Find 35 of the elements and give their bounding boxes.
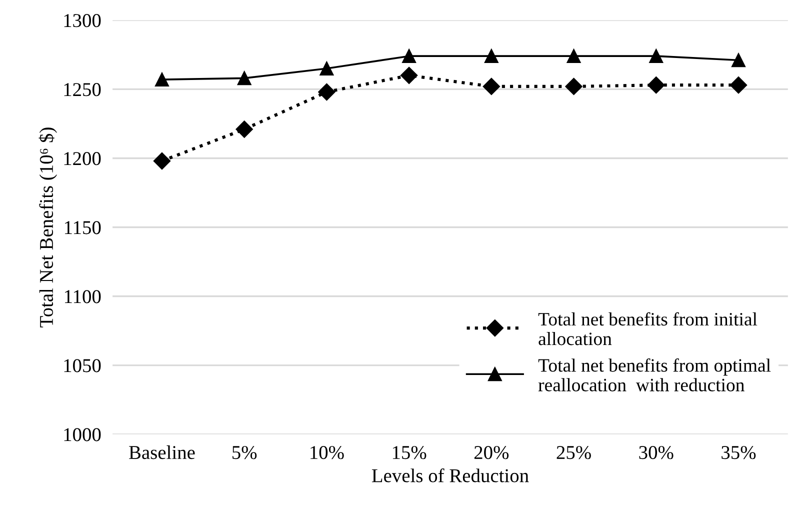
x-tick-label: 35% bbox=[722, 446, 756, 460]
point bbox=[402, 49, 416, 64]
x-tick-label: 30% bbox=[639, 446, 674, 460]
point bbox=[155, 72, 169, 86]
x-tick-label: Baseline bbox=[129, 445, 195, 460]
x-axis-title: Levels of Reduction bbox=[372, 468, 529, 482]
point bbox=[649, 49, 664, 64]
x-tick-label: 15% bbox=[392, 446, 426, 460]
legend-label: Total net benefits from optimal reallocation with reduction bbox=[538, 358, 771, 392]
point bbox=[484, 49, 498, 64]
point bbox=[482, 78, 500, 96]
y-tick-label: 1300 bbox=[64, 14, 101, 28]
y-axis-title: Total Net Benefits (10⁶ $) bbox=[38, 128, 58, 328]
point bbox=[318, 83, 336, 101]
point bbox=[566, 49, 581, 64]
point bbox=[237, 71, 252, 86]
y-tick-label: 1050 bbox=[64, 359, 101, 372]
y-tick-label: 1100 bbox=[65, 290, 101, 304]
x-tick-label: 20% bbox=[474, 446, 509, 460]
y-tick-label: 1250 bbox=[64, 83, 101, 96]
y-tick-label: 1000 bbox=[64, 428, 101, 442]
x-tick-label: 10% bbox=[310, 446, 344, 460]
point bbox=[732, 53, 746, 68]
point bbox=[320, 62, 334, 76]
legend-label: Total net benefits from initial allocation bbox=[538, 312, 758, 346]
point bbox=[400, 66, 418, 84]
y-tick-label: 1150 bbox=[65, 221, 101, 234]
point bbox=[236, 120, 253, 138]
point bbox=[565, 78, 582, 96]
y-tick-label: 1200 bbox=[64, 152, 101, 166]
point bbox=[153, 152, 171, 170]
point bbox=[730, 76, 748, 94]
point bbox=[648, 76, 665, 94]
x-tick-label: 25% bbox=[556, 446, 591, 460]
x-tick-label: 5% bbox=[232, 446, 257, 460]
